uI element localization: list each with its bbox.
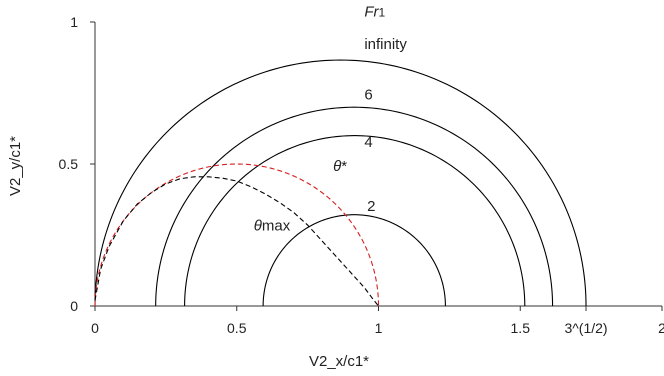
y-tick-label: 0.5	[59, 156, 79, 172]
x-axis-title: V2_x/c1*	[309, 353, 369, 370]
series-label: θ*	[333, 158, 347, 175]
plot-area	[94, 59, 587, 307]
x-tick-label: 0	[91, 320, 99, 336]
series-line	[94, 176, 379, 307]
axes: 0 0.5 1 1.5 3^(1/2) 2 0 0.5 1	[59, 14, 664, 336]
series-line	[94, 163, 380, 307]
series-label: 2	[367, 198, 375, 215]
x-tick-label: 0.5	[227, 320, 247, 336]
y-axis-title: V2_y/c1*	[7, 136, 24, 196]
annotations: infinity 6 4 2 θ* θmax Fr1	[254, 3, 408, 234]
x-tick-label: 3^(1/2)	[564, 320, 607, 336]
series-line	[184, 135, 526, 307]
x-tick-label: 2	[658, 320, 664, 336]
series-line	[94, 59, 587, 307]
series-line	[262, 214, 446, 307]
x-tick-label: 1	[375, 320, 383, 336]
legend-title: Fr1	[364, 3, 385, 20]
series-label: infinity	[364, 36, 407, 53]
series-label: 6	[364, 87, 372, 104]
series-line	[155, 106, 554, 307]
y-tick-label: 1	[70, 14, 78, 30]
series-label: θmax	[254, 218, 291, 235]
x-tick-label: 1.5	[511, 320, 531, 336]
series-label: 4	[364, 134, 372, 151]
y-tick-label: 0	[70, 298, 78, 314]
